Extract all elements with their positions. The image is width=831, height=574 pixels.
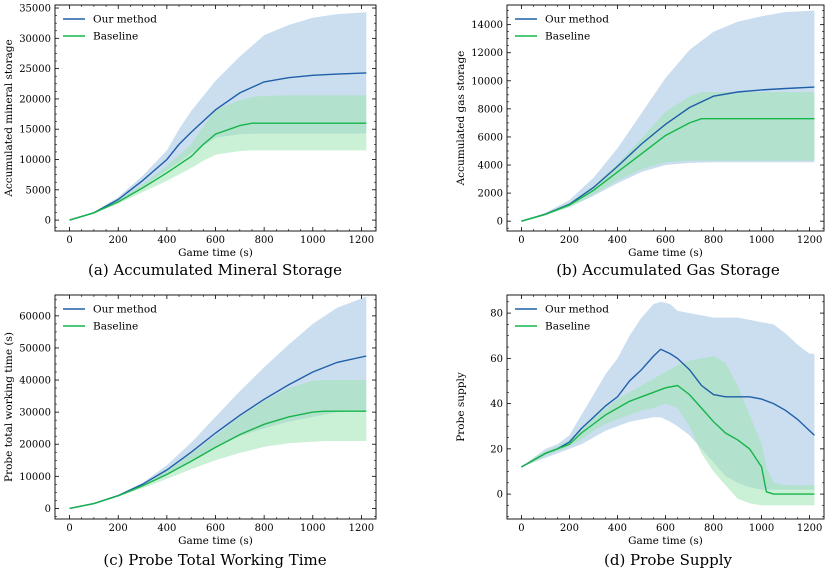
x-tick-label: 1000 [749,523,774,534]
panel-caption: (c) Probe Total Working Time [103,551,326,569]
plot-area [521,301,815,506]
legend-label: Baseline [545,31,590,43]
panel-caption: (a) Accumulated Mineral Storage [88,261,342,279]
chart-panel-2: 0 200 400 600 800 1000 1200 0 10000 20000 30000 400… [3,294,377,569]
y-tick-label: 0 [497,217,503,228]
chart-panel-0: 0 200 400 600 800 1000 1200 0 5000 10000 15000 2000… [3,4,377,279]
y-tick-label: 80 [490,309,503,320]
y-tick-label: 30000 [19,34,51,45]
legend-label: Our method [545,304,609,316]
x-tick-label: 200 [560,523,579,534]
y-tick-label: 5000 [26,185,51,196]
y-tick-label: 40 [490,399,503,410]
x-tick-label: 600 [206,523,225,534]
y-tick-label: 0 [45,216,51,227]
x-tick-label: 1200 [349,235,374,246]
x-tick-label: 1200 [797,235,822,246]
x-tick-label: 600 [656,235,675,246]
y-tick-label: 30000 [19,408,51,419]
x-tick-label: 400 [608,235,627,246]
x-axis-label: Game time (s) [628,535,703,547]
x-tick-label: 0 [66,235,72,246]
panel-caption: (d) Probe Supply [604,551,733,569]
our-method-line [69,72,367,221]
y-tick-label: 50000 [19,343,51,354]
our-method-band [69,296,367,509]
x-tick-label: 1000 [300,523,325,534]
x-tick-label: 400 [608,523,627,534]
x-tick-label: 0 [66,523,72,534]
y-axis-label: Probe supply [455,372,467,442]
y-tick-label: 60000 [19,311,51,322]
y-tick-label: 35000 [19,4,51,15]
plot-area [69,296,367,510]
baseline-band [521,356,815,506]
baseline-line [521,117,815,222]
y-tick-label: 6000 [478,132,503,143]
y-tick-label: 0 [497,490,503,501]
y-tick-label: 0 [45,504,51,515]
baseline-band [521,92,815,222]
x-tick-label: 1000 [749,235,774,246]
baseline-line [69,410,367,510]
y-tick-label: 10000 [19,472,51,483]
y-tick-label: 12000 [471,48,503,59]
baseline-band [69,380,367,509]
x-tick-label: 1200 [349,523,374,534]
x-tick-label: 800 [255,235,274,246]
x-axis-label: Game time (s) [178,535,253,547]
x-tick-label: 0 [518,235,524,246]
x-tick-label: 400 [157,523,176,534]
our-method-line [521,348,815,468]
y-axis-label: Accumulated gas storage [455,51,467,187]
x-axis-label: Game time (s) [178,247,253,259]
y-tick-label: 15000 [19,125,51,136]
plot-area [69,12,367,221]
x-tick-label: 200 [109,235,128,246]
x-tick-label: 0 [518,523,524,534]
x-tick-label: 200 [560,235,579,246]
x-tick-label: 400 [157,235,176,246]
x-tick-label: 1200 [797,523,822,534]
chart-panel-1: 0 200 400 600 800 1000 12000200040006000800010… [455,4,825,279]
legend-label: Our method [545,14,609,26]
y-tick-label: 2000 [478,189,503,200]
x-tick-label: 800 [255,523,274,534]
x-tick-label: 200 [109,523,128,534]
y-tick-label: 20 [490,444,503,455]
x-tick-label: 1000 [300,235,325,246]
legend-label: Baseline [545,321,590,333]
y-tick-label: 10000 [19,155,51,166]
legend-label: Our method [93,14,157,26]
y-tick-label: 4000 [478,161,503,172]
x-tick-label: 800 [704,235,723,246]
legend-label: Baseline [93,31,138,43]
x-tick-label: 800 [704,523,723,534]
x-axis-label: Game time (s) [628,247,703,259]
y-axis-label: Probe total working time (s) [3,332,15,482]
y-tick-label: 8000 [478,104,503,115]
legend-label: Baseline [93,321,138,333]
baseline-line [521,384,815,495]
x-tick-label: 600 [206,235,225,246]
y-tick-label: 20000 [19,440,51,451]
chart-panel-3: 0 200 400 600 800 1000 1200 0 20 40 60 80 Game time … [455,294,825,569]
y-tick-label: 40000 [19,376,51,387]
y-tick-label: 60 [490,354,503,365]
panel-caption: (b) Accumulated Gas Storage [556,261,780,279]
legend-label: Our method [93,304,157,316]
baseline-line [69,122,367,221]
baseline-band [69,95,367,221]
y-axis-label: Accumulated mineral storage [3,39,15,197]
x-tick-label: 600 [656,523,675,534]
y-tick-label: 14000 [471,20,503,31]
y-tick-label: 25000 [19,64,51,75]
plot-area [521,10,815,222]
y-tick-label: 20000 [19,94,51,105]
y-tick-label: 10000 [471,76,503,87]
